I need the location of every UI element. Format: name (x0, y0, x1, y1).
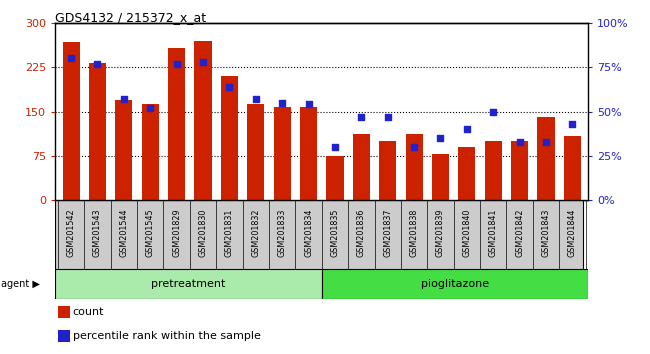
Text: GSM201545: GSM201545 (146, 208, 155, 257)
Bar (58, 306, 70, 318)
Text: GSM201842: GSM201842 (515, 208, 524, 257)
Text: GSM201839: GSM201839 (436, 208, 445, 257)
Text: GSM201829: GSM201829 (172, 208, 181, 257)
Text: GSM201830: GSM201830 (198, 208, 207, 257)
Point (92, 61, 103, 67)
Point (198, 59, 208, 65)
Bar (406, 134, 423, 200)
Point (409, 144, 419, 150)
Text: agent ▶: agent ▶ (1, 279, 40, 289)
Text: GDS4132 / 215372_x_at: GDS4132 / 215372_x_at (55, 11, 207, 24)
Bar (322, 269, 588, 299)
Text: GSM201843: GSM201843 (541, 208, 551, 257)
Point (514, 139, 525, 144)
Point (436, 135, 446, 141)
Bar (247, 104, 265, 200)
Text: GSM201544: GSM201544 (120, 208, 128, 257)
Point (224, 84, 235, 90)
Point (356, 114, 367, 120)
Point (567, 121, 578, 127)
Point (251, 96, 261, 102)
Text: percentile rank within the sample: percentile rank within the sample (73, 331, 261, 341)
Point (488, 109, 499, 114)
Bar (58, 330, 70, 343)
Text: GSM201835: GSM201835 (330, 208, 339, 257)
Point (277, 100, 287, 105)
Text: GSM201837: GSM201837 (384, 208, 392, 257)
Bar (511, 141, 528, 200)
Text: count: count (73, 307, 105, 317)
Bar (326, 156, 343, 200)
Bar (55, 269, 322, 299)
Point (382, 114, 393, 120)
Bar (142, 104, 159, 200)
Point (172, 61, 182, 67)
Bar (458, 147, 475, 200)
Bar (89, 63, 106, 200)
Bar (221, 76, 238, 200)
Bar (62, 42, 80, 200)
Bar (194, 41, 212, 200)
Text: GSM201841: GSM201841 (489, 208, 498, 257)
Bar (538, 118, 554, 200)
Bar (115, 100, 133, 200)
Bar (300, 107, 317, 200)
Point (119, 96, 129, 102)
Bar (564, 136, 581, 200)
Bar (485, 141, 502, 200)
Bar (379, 141, 396, 200)
Bar (274, 107, 291, 200)
Text: GSM201836: GSM201836 (357, 208, 366, 257)
Text: GSM201832: GSM201832 (252, 208, 260, 257)
Text: GSM201831: GSM201831 (225, 208, 234, 257)
Text: GSM201834: GSM201834 (304, 208, 313, 257)
Text: GSM201840: GSM201840 (462, 208, 471, 257)
Bar (353, 134, 370, 200)
Text: GSM201543: GSM201543 (93, 208, 102, 257)
Text: GSM201838: GSM201838 (410, 208, 419, 257)
Point (304, 102, 314, 107)
Bar (168, 48, 185, 200)
Point (145, 105, 155, 111)
Text: GSM201542: GSM201542 (66, 208, 75, 257)
Text: GSM201833: GSM201833 (278, 208, 287, 257)
Point (541, 139, 551, 144)
Text: pioglitazone: pioglitazone (421, 279, 489, 289)
Point (462, 126, 472, 132)
Bar (432, 154, 449, 200)
Point (66, 56, 76, 61)
Text: pretreatment: pretreatment (151, 279, 226, 289)
Text: GSM201844: GSM201844 (568, 208, 577, 257)
Point (330, 144, 340, 150)
